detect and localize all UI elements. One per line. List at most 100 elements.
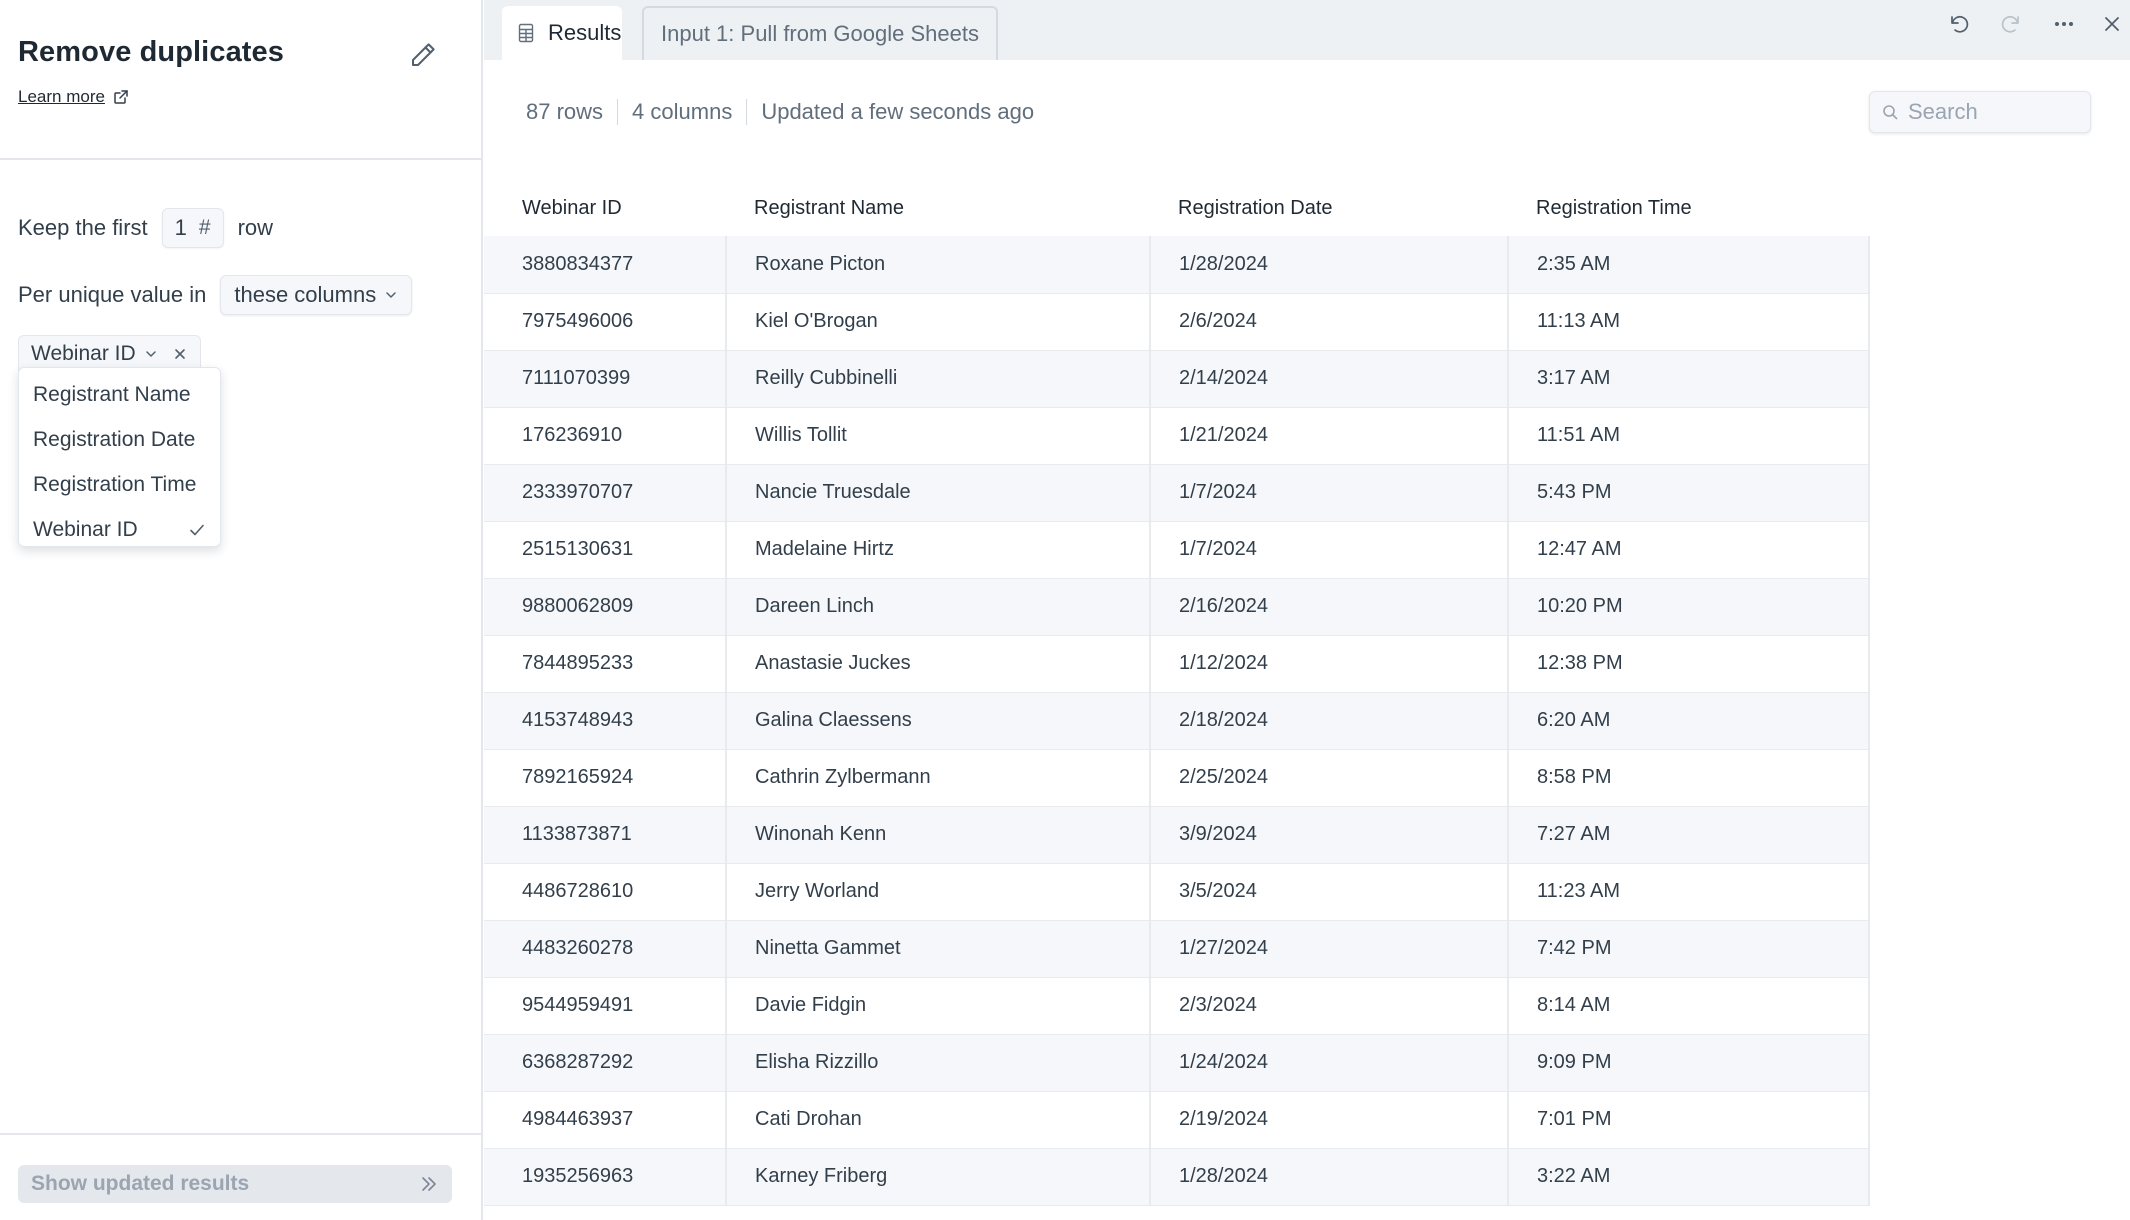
cell-webinar-id[interactable]: 9544959491	[484, 977, 727, 1035]
dropdown-option-registration-time[interactable]: Registration Time	[19, 462, 220, 507]
cell-registration-date[interactable]: 1/7/2024	[1150, 464, 1509, 522]
table-row: 7844895233 Anastasie Juckes 1/12/2024 12:38…	[484, 635, 1870, 693]
remove-column-icon[interactable]	[172, 346, 188, 362]
cell-webinar-id[interactable]: 176236910	[484, 407, 727, 465]
cell-registrant-name[interactable]: Kiel O'Brogan	[726, 293, 1151, 351]
cell-webinar-id[interactable]: 1935256963	[484, 1148, 727, 1206]
cell-registration-time[interactable]: 11:23 AM	[1508, 863, 1870, 921]
selected-column-chip[interactable]: Webinar ID	[18, 335, 201, 371]
cell-webinar-id[interactable]: 7844895233	[484, 635, 727, 693]
panel-header: Remove duplicates Learn more	[0, 0, 481, 160]
row-count: 87 rows	[526, 99, 604, 124]
cell-registration-time[interactable]: 8:58 PM	[1508, 749, 1870, 807]
cell-webinar-id[interactable]: 9880062809	[484, 578, 727, 636]
undo-icon[interactable]	[1944, 10, 1972, 38]
cell-registration-date[interactable]: 1/7/2024	[1150, 521, 1509, 579]
cell-registrant-name[interactable]: Anastasie Juckes	[726, 635, 1151, 693]
cell-registration-time[interactable]: 2:35 AM	[1508, 236, 1870, 294]
cell-registration-time[interactable]: 9:09 PM	[1508, 1034, 1870, 1092]
cell-webinar-id[interactable]: 4984463937	[484, 1091, 727, 1149]
cell-registration-date[interactable]: 1/28/2024	[1150, 1148, 1509, 1206]
cell-registrant-name[interactable]: Roxane Picton	[726, 236, 1151, 294]
more-icon[interactable]	[2050, 10, 2078, 38]
cell-webinar-id[interactable]: 6368287292	[484, 1034, 727, 1092]
cell-registration-date[interactable]: 3/5/2024	[1150, 863, 1509, 921]
cell-webinar-id[interactable]: 7975496006	[484, 293, 727, 351]
cell-registration-time[interactable]: 3:22 AM	[1508, 1148, 1870, 1206]
cell-registration-date[interactable]: 1/28/2024	[1150, 236, 1509, 294]
cell-registrant-name[interactable]: Elisha Rizzillo	[726, 1034, 1151, 1092]
cell-registration-time[interactable]: 7:42 PM	[1508, 920, 1870, 978]
cell-registration-date[interactable]: 2/19/2024	[1150, 1091, 1509, 1149]
cell-webinar-id[interactable]: 4486728610	[484, 863, 727, 921]
column-header-registration-date[interactable]: Registration Date	[1178, 196, 1333, 219]
cell-registration-time[interactable]: 5:43 PM	[1508, 464, 1870, 522]
cell-registrant-name[interactable]: Reilly Cubbinelli	[726, 350, 1151, 408]
tab-input-1[interactable]: Input 1: Pull from Google Sheets	[642, 6, 998, 60]
cell-webinar-id[interactable]: 7111070399	[484, 350, 727, 408]
show-updated-results-button[interactable]: Show updated results	[18, 1165, 452, 1203]
tab-results[interactable]: Results	[502, 6, 622, 60]
cell-registration-date[interactable]: 2/18/2024	[1150, 692, 1509, 750]
cell-registration-time[interactable]: 11:13 AM	[1508, 293, 1870, 351]
cell-registration-date[interactable]: 1/12/2024	[1150, 635, 1509, 693]
tab-bar: Results Input 1: Pull from Google Sheets	[484, 0, 2130, 60]
cell-webinar-id[interactable]: 4153748943	[484, 692, 727, 750]
cell-registration-time[interactable]: 8:14 AM	[1508, 977, 1870, 1035]
cell-registration-time[interactable]: 6:20 AM	[1508, 692, 1870, 750]
cell-registration-date[interactable]: 2/14/2024	[1150, 350, 1509, 408]
cell-webinar-id[interactable]: 3880834377	[484, 236, 727, 294]
column-header-registrant-name[interactable]: Registrant Name	[754, 196, 905, 219]
cell-registration-date[interactable]: 2/3/2024	[1150, 977, 1509, 1035]
cell-registrant-name[interactable]: Nancie Truesdale	[726, 464, 1151, 522]
cell-registration-date[interactable]: 3/9/2024	[1150, 806, 1509, 864]
cell-registrant-name[interactable]: Jerry Worland	[726, 863, 1151, 921]
cell-registration-date[interactable]: 1/24/2024	[1150, 1034, 1509, 1092]
keep-count-input[interactable]: 1 #	[161, 208, 224, 248]
cell-registrant-name[interactable]: Madelaine Hirtz	[726, 521, 1151, 579]
keep-count-value: 1	[174, 215, 187, 240]
cell-registration-time[interactable]: 12:47 AM	[1508, 521, 1870, 579]
cell-webinar-id[interactable]: 2333970707	[484, 464, 727, 522]
config-panel: Remove duplicates Learn more Keep the fi…	[0, 0, 483, 1220]
cell-registration-time[interactable]: 7:27 AM	[1508, 806, 1870, 864]
cell-registration-time[interactable]: 7:01 PM	[1508, 1091, 1870, 1149]
dropdown-option-registrant-name[interactable]: Registrant Name	[19, 372, 220, 417]
cell-registrant-name[interactable]: Cati Drohan	[726, 1091, 1151, 1149]
search-input[interactable]	[1908, 99, 2078, 125]
cell-registrant-name[interactable]: Karney Friberg	[726, 1148, 1151, 1206]
table-row: 4486728610 Jerry Worland 3/5/2024 11:23 AM	[484, 863, 1870, 921]
cell-webinar-id[interactable]: 4483260278	[484, 920, 727, 978]
cell-registration-date[interactable]: 1/21/2024	[1150, 407, 1509, 465]
cell-registration-date[interactable]: 2/25/2024	[1150, 749, 1509, 807]
cell-registration-time[interactable]: 10:20 PM	[1508, 578, 1870, 636]
cell-webinar-id[interactable]: 1133873871	[484, 806, 727, 864]
cell-registration-date[interactable]: 2/16/2024	[1150, 578, 1509, 636]
table-row: 4984463937 Cati Drohan 2/19/2024 7:01 PM	[484, 1091, 1870, 1149]
cell-registrant-name[interactable]: Galina Claessens	[726, 692, 1151, 750]
cell-registrant-name[interactable]: Willis Tollit	[726, 407, 1151, 465]
table-row: 2515130631 Madelaine Hirtz 1/7/2024 12:47 A…	[484, 521, 1870, 579]
cell-registration-time[interactable]: 11:51 AM	[1508, 407, 1870, 465]
close-icon[interactable]	[2098, 10, 2126, 38]
dropdown-option-registration-date[interactable]: Registration Date	[19, 417, 220, 462]
cell-registration-date[interactable]: 1/27/2024	[1150, 920, 1509, 978]
cell-webinar-id[interactable]: 2515130631	[484, 521, 727, 579]
column-header-webinar-id[interactable]: Webinar ID	[522, 196, 622, 219]
cell-webinar-id[interactable]: 7892165924	[484, 749, 727, 807]
dropdown-option-webinar-id[interactable]: Webinar ID	[19, 507, 220, 552]
cell-registrant-name[interactable]: Winonah Kenn	[726, 806, 1151, 864]
cell-registrant-name[interactable]: Cathrin Zylbermann	[726, 749, 1151, 807]
columns-mode-select[interactable]: these columns	[220, 275, 413, 315]
cell-registration-time[interactable]: 12:38 PM	[1508, 635, 1870, 693]
learn-more-link[interactable]: Learn more	[18, 87, 129, 107]
redo-icon[interactable]	[1998, 10, 2026, 38]
cell-registrant-name[interactable]: Ninetta Gammet	[726, 920, 1151, 978]
pencil-icon[interactable]	[408, 40, 438, 70]
cell-registration-date[interactable]: 2/6/2024	[1150, 293, 1509, 351]
cell-registrant-name[interactable]: Davie Fidgin	[726, 977, 1151, 1035]
cell-registrant-name[interactable]: Dareen Linch	[726, 578, 1151, 636]
cell-registration-time[interactable]: 3:17 AM	[1508, 350, 1870, 408]
column-header-registration-time[interactable]: Registration Time	[1536, 196, 1692, 219]
search-box[interactable]	[1869, 91, 2091, 133]
